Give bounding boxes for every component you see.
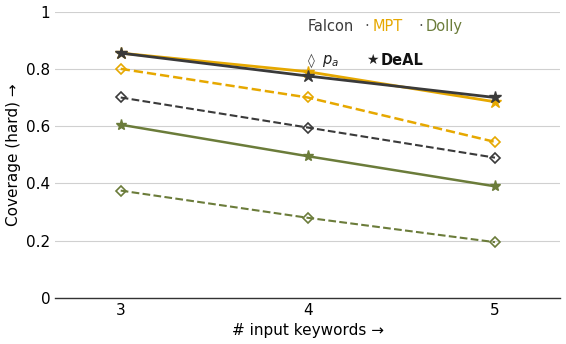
Text: ◊: ◊	[308, 53, 315, 68]
Text: MPT: MPT	[372, 19, 403, 34]
Y-axis label: Coverage (hard) →: Coverage (hard) →	[6, 84, 20, 226]
Text: Falcon: Falcon	[308, 19, 354, 34]
Text: DeAL: DeAL	[381, 53, 424, 68]
Text: Dolly: Dolly	[426, 19, 463, 34]
Text: ★: ★	[366, 53, 379, 67]
Text: ·: ·	[418, 19, 423, 34]
X-axis label: # input keywords →: # input keywords →	[232, 323, 384, 338]
Text: $p_a$: $p_a$	[322, 53, 339, 69]
Text: ·: ·	[365, 19, 369, 34]
